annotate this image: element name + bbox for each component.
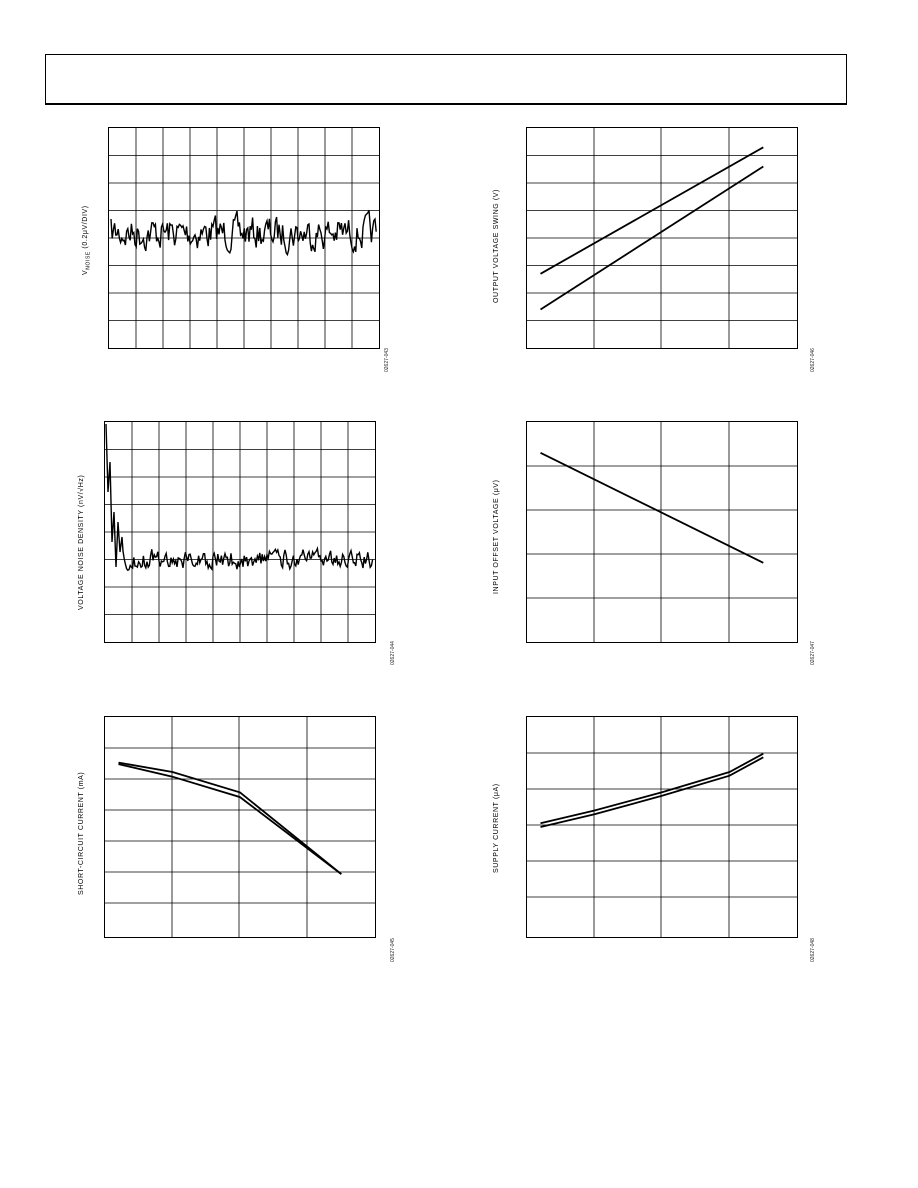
ylabel-short-circuit: SHORT-CIRCUIT CURRENT (mA) <box>78 771 85 895</box>
chart-supply-current <box>526 716 798 938</box>
series-line-0 <box>540 752 764 825</box>
noise-trace <box>110 209 377 257</box>
figure-id-input-offset: 02627-047 <box>810 641 816 665</box>
series-line-0 <box>540 146 764 275</box>
series-line-1 <box>540 165 764 311</box>
chart-input-offset-svg <box>527 422 797 642</box>
noise-density-trace <box>105 423 374 572</box>
figure-id-supply-current: 02627-048 <box>810 938 816 962</box>
series-line-1 <box>540 756 764 828</box>
chart-input-offset <box>526 421 798 643</box>
ylabel-noise-density: VOLTAGE NOISE DENSITY (nV/√Hz) <box>78 474 85 610</box>
chart-noise-time-svg <box>109 128 379 348</box>
chart-short-circuit <box>104 716 376 938</box>
chart-output-swing <box>526 127 798 349</box>
figure-id-noise-time: 02627-043 <box>384 348 390 372</box>
series-line-0 <box>118 761 342 875</box>
figure-id-noise-density: 02627-044 <box>390 641 396 665</box>
chart-noise-density-svg <box>105 422 375 642</box>
series-line-0 <box>540 451 764 564</box>
ylabel-input-offset: INPUT OFFSET VOLTAGE (μV) <box>493 479 500 594</box>
chart-short-circuit-svg <box>105 717 375 937</box>
chart-output-swing-svg <box>527 128 797 348</box>
ylabel-noise-time: VNOISE (0.2μV/DIV) <box>82 205 92 275</box>
ylabel-output-swing: OUTPUT VOLTAGE SWING (V) <box>493 189 500 303</box>
series-line-1 <box>118 763 342 875</box>
chart-noise-density <box>104 421 376 643</box>
figure-id-output-swing: 02627-046 <box>810 348 816 372</box>
ylabel-supply-current: SUPPLY CURRENT (μA) <box>493 783 500 873</box>
page-header-box <box>45 54 847 105</box>
chart-noise-time <box>108 127 380 349</box>
figure-id-short-circuit: 02627-045 <box>390 938 396 962</box>
chart-supply-current-svg <box>527 717 797 937</box>
